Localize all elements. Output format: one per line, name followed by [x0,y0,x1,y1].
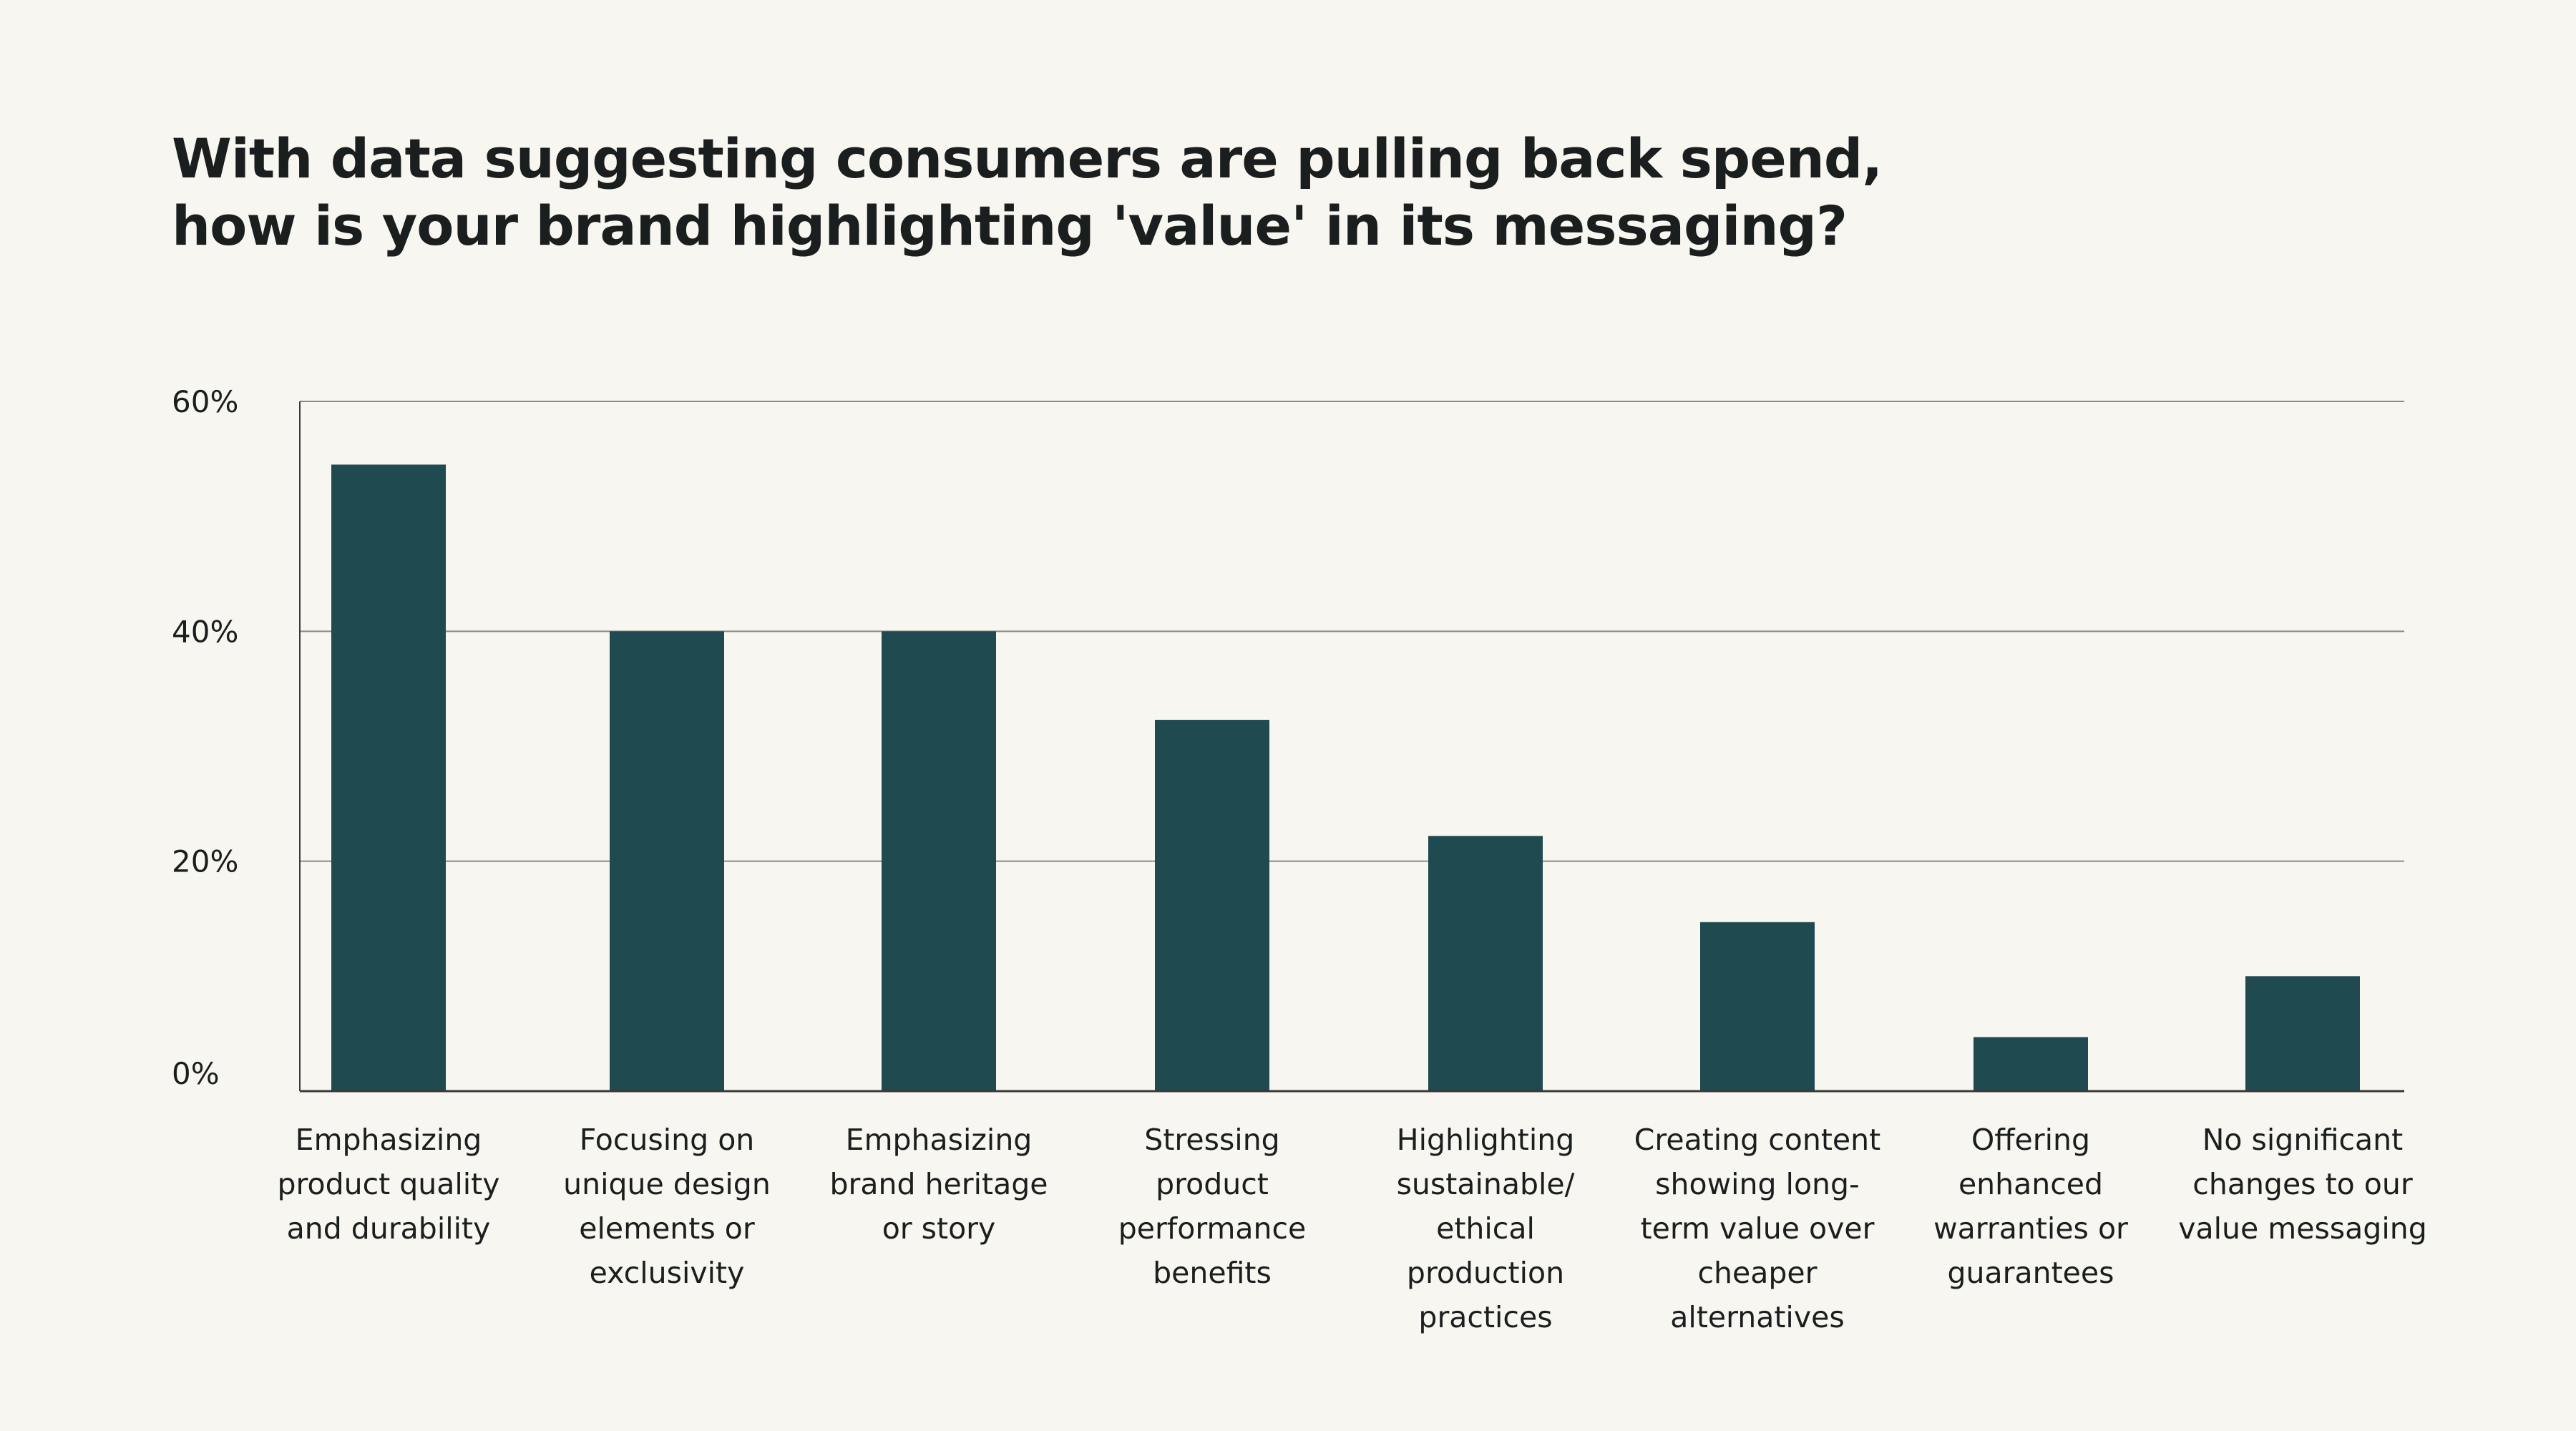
chart-title-line-2: how is your brand highlighting 'value' i… [172,194,1848,258]
bar [610,631,724,1091]
x-category-label: Offering enhanced warranties or guarante… [1933,1123,2128,1290]
y-tick-labels: 0% 20% 40% 60% [172,384,238,1091]
x-category-label: No significant changes to our value mess… [2178,1123,2427,1246]
bar [1974,1037,2088,1091]
bar [2245,976,2360,1091]
bar [1155,720,1269,1091]
x-category-label: Creating content showing long- term valu… [1634,1123,1881,1334]
chart-title-line-1: With data suggesting consumers are pulli… [172,127,1883,190]
bar [1428,836,1543,1091]
y-tick-label: 20% [172,844,238,879]
bars [331,464,2360,1091]
bar [882,631,996,1091]
x-category-label: Emphasizing brand heritage or story [829,1123,1048,1246]
bar [331,464,446,1091]
y-tick-label: 60% [172,384,238,419]
x-category-label: Stressing product performance benefits [1118,1123,1307,1290]
x-category-label: Highlighting sustainable/ ethical produc… [1396,1123,1575,1334]
x-category-label: Focusing on unique design elements or ex… [563,1123,771,1290]
y-tick-label: 0% [172,1056,220,1091]
y-tick-label: 40% [172,614,238,649]
bar [1700,922,1815,1091]
axes [299,401,2404,1093]
chart-title: With data suggesting consumers are pulli… [172,125,2247,260]
x-category-label: Emphasizing product quality and durabili… [277,1123,500,1246]
